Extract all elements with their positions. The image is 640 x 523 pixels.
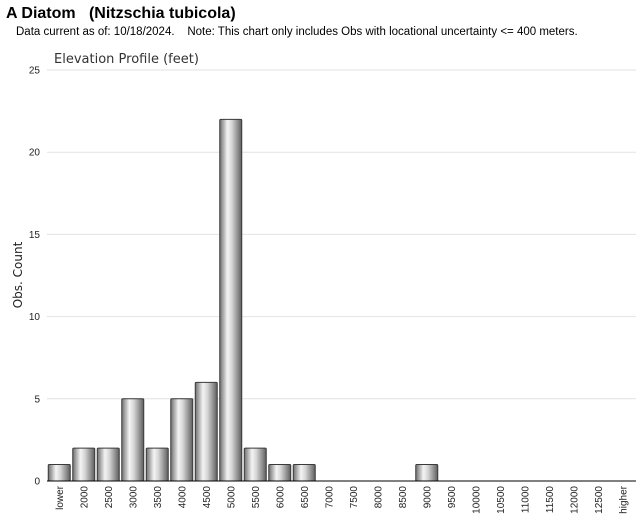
x-tick-label: 3500 [153, 486, 164, 509]
bar [268, 464, 292, 482]
bars [47, 118, 439, 482]
x-tick-label: 5500 [251, 486, 262, 509]
x-tick-label: 10500 [496, 486, 507, 514]
chart-title: Elevation Profile (feet) [54, 52, 199, 67]
y-tick-label: 0 [34, 477, 40, 488]
bar [145, 447, 169, 482]
x-tick-label: 8500 [398, 486, 409, 509]
x-tick-label: 2500 [104, 486, 115, 509]
x-tick-label: 3000 [128, 486, 139, 509]
x-tick-label: 11500 [545, 486, 556, 514]
y-tick-label: 5 [34, 394, 40, 405]
x-tick-label: 6500 [300, 486, 311, 509]
x-tick-label: 4000 [177, 486, 188, 509]
x-tick-label: 4500 [202, 486, 213, 509]
x-tick-label: 11000 [520, 486, 531, 514]
bar [96, 447, 120, 482]
bar [415, 464, 439, 482]
y-axis-label: Obs. Count [11, 241, 25, 308]
bar [194, 381, 218, 482]
x-tick-label: 5000 [226, 486, 237, 509]
x-tick-label: 2000 [79, 486, 90, 509]
y-tick-labels: 0 5 10 15 20 25 [29, 66, 41, 488]
y-tick-label: 20 [29, 148, 41, 159]
page-title: A Diatom (Nitzschia tubicola) [6, 5, 236, 22]
bar [121, 398, 145, 482]
y-tick-label: 15 [29, 230, 41, 241]
gridlines [47, 69, 636, 400]
bar [170, 398, 194, 482]
x-tick-label: 10000 [471, 486, 482, 514]
bar [72, 447, 96, 482]
y-tick-label: 25 [29, 66, 41, 77]
bar [243, 447, 267, 482]
x-tick-label: 7500 [349, 486, 360, 509]
bar [292, 464, 316, 482]
x-tick-label: 7000 [324, 486, 335, 509]
x-tick-label: 8000 [373, 486, 384, 509]
x-tick-label: higher [618, 485, 629, 513]
bar [47, 464, 71, 482]
bar [219, 118, 243, 482]
x-tick-label: 12000 [569, 486, 580, 514]
x-tick-label: lower [55, 485, 66, 510]
x-tick-label: 12500 [594, 486, 605, 514]
y-tick-label: 10 [29, 312, 41, 323]
data-note: Data current as of: 10/18/2024. Note: Th… [16, 26, 578, 38]
x-tick-label: 6000 [275, 486, 286, 509]
x-tick-label: 9500 [447, 486, 458, 509]
x-tick-label: 9000 [422, 486, 433, 509]
x-tick-labels: lower 2000 2500 3000 3500 4000 4500 5000 5500 600… [55, 485, 630, 513]
